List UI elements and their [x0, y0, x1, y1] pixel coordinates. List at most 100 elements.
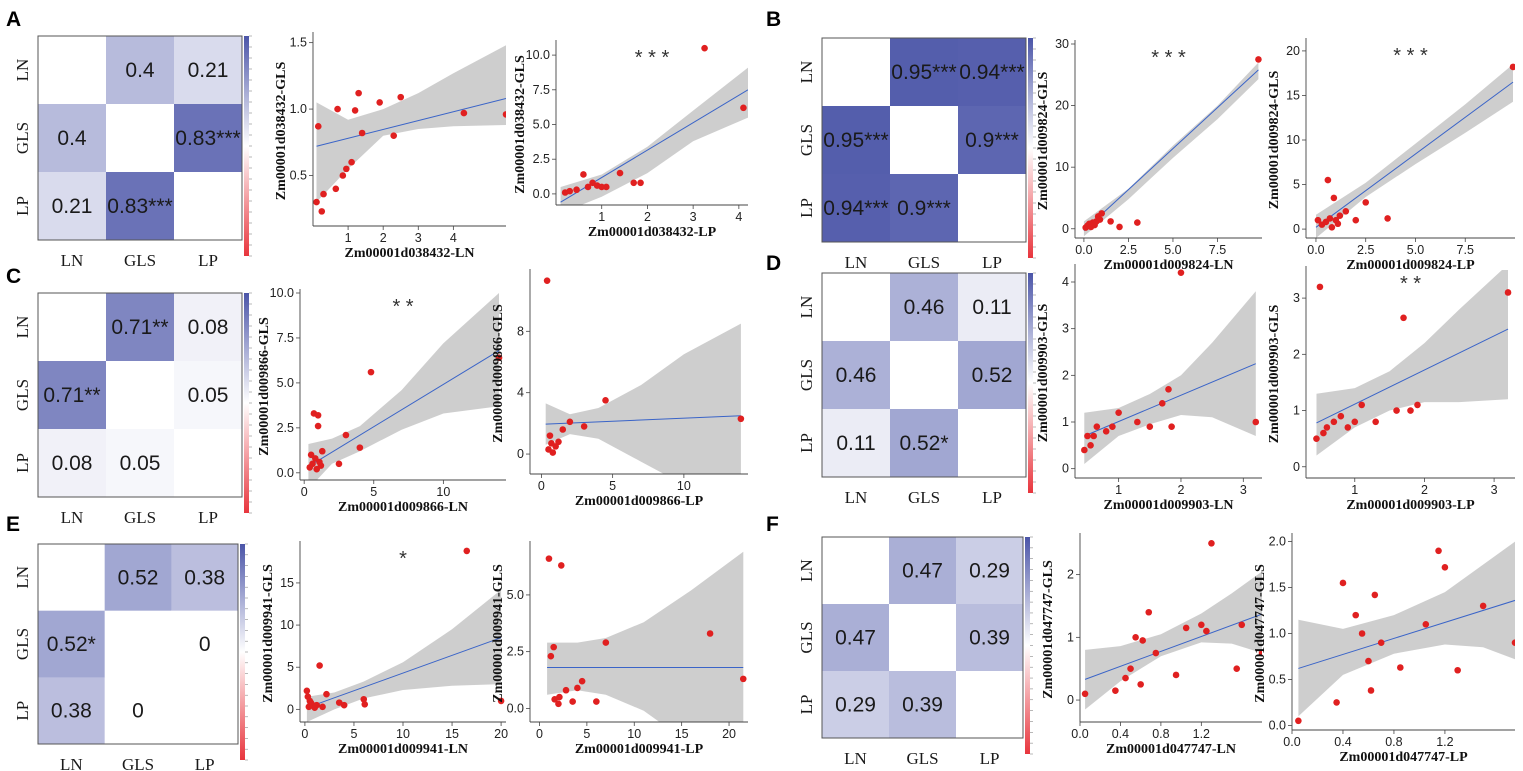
heatmap-cell: [171, 610, 239, 678]
y-axis-title: Zm00001d009866-GLS: [257, 317, 272, 456]
data-point: [1333, 699, 1340, 706]
heatmap-col-label: GLS: [908, 253, 940, 272]
data-point: [319, 703, 326, 711]
significance-label: * * *: [1151, 47, 1186, 69]
data-point: [1316, 283, 1324, 291]
data-point: [1122, 674, 1129, 682]
y-tick-label: 0: [1062, 462, 1069, 476]
heatmap-cell-value: 0.71**: [43, 384, 100, 407]
y-axis-title: Zm00001d038432-GLS: [513, 55, 528, 194]
color-scale-bar: [1025, 537, 1030, 754]
confidence-band: [547, 551, 744, 722]
data-point: [549, 449, 557, 456]
data-point: [1107, 218, 1114, 225]
regression-line: [308, 350, 500, 467]
y-tick-label: 4: [1062, 275, 1069, 289]
data-point: [1116, 223, 1123, 231]
x-tick-label: 0: [301, 485, 308, 499]
data-point: [1414, 401, 1421, 409]
x-tick-label: 4: [450, 231, 457, 245]
significance-label: * *: [392, 296, 413, 318]
x-tick-label: 1: [598, 210, 605, 224]
heatmap-cell: [958, 409, 1027, 478]
scatter-plot-ln: 1 2 3 4 0.5 1.0 1.5 Zm00001d038432-LN Zm00001d03…: [274, 32, 506, 261]
heatmap-cell: [106, 361, 175, 430]
heatmap-col-label: LP: [198, 251, 218, 270]
data-point: [497, 697, 505, 705]
data-point: [318, 208, 326, 215]
data-point: [1182, 624, 1190, 632]
heatmap-cell: [174, 293, 243, 362]
heatmap-cell-value: 0.39: [902, 694, 943, 717]
heatmap-cell: [889, 671, 957, 739]
heatmap-cell: [822, 174, 891, 243]
heatmap-row-label: GLS: [13, 122, 32, 154]
x-tick-label: 3: [415, 231, 422, 245]
heatmap-row-label: LN: [13, 59, 32, 82]
heatmap-cell-value: 0: [199, 633, 211, 656]
data-point: [1146, 423, 1154, 430]
regression-line: [316, 97, 506, 147]
heatmap-border: [37, 35, 243, 241]
heatmap-cell: [822, 106, 891, 175]
y-tick-label: 20: [1286, 44, 1300, 58]
data-point: [557, 562, 565, 569]
heatmap-cell-value: 0.52: [118, 566, 159, 589]
data-point: [1137, 681, 1144, 688]
heatmap-cell: [958, 38, 1027, 107]
data-point: [1330, 194, 1338, 202]
heatmap-col-label: GLS: [124, 508, 156, 527]
data-point: [313, 701, 320, 709]
heatmap-cell: [890, 409, 959, 478]
data-point: [1320, 429, 1327, 437]
heatmap-col-label: LN: [845, 488, 868, 507]
heatmap-border: [821, 536, 1024, 739]
y-tick-label: 10.0: [526, 48, 550, 62]
heatmap-cell-value: 0.9***: [965, 129, 1019, 152]
y-tick-label: 5.0: [277, 376, 294, 390]
x-tick-label: 1.2: [1193, 727, 1210, 741]
heatmap-cell: [38, 361, 107, 430]
data-point: [303, 687, 311, 695]
panel-label: A: [6, 8, 21, 31]
data-point: [360, 695, 368, 703]
x-tick-label: 0.8: [1152, 727, 1169, 741]
heatmap-row-label: LN: [13, 316, 32, 339]
heatmap-col-label: LP: [982, 488, 1002, 507]
x-tick-label: 3: [1240, 483, 1247, 497]
data-point: [584, 183, 592, 191]
heatmap-cell: [822, 409, 891, 478]
x-tick-label: 20: [494, 727, 508, 741]
x-tick-label: 1: [345, 231, 352, 245]
x-tick-label: 1: [1351, 483, 1358, 497]
x-axis-title: Zm00001d047747-LP: [1339, 750, 1468, 765]
data-point: [555, 700, 562, 708]
x-tick-label: 2: [644, 210, 651, 224]
data-point: [1313, 435, 1320, 442]
heatmap-cell: [174, 172, 243, 241]
x-tick-label: 5: [609, 479, 616, 493]
heatmap-border: [821, 37, 1027, 243]
data-point: [358, 129, 366, 137]
y-tick-label: 5: [287, 660, 294, 674]
data-point: [502, 111, 506, 118]
panel-label: C: [6, 265, 21, 288]
data-point: [555, 438, 562, 446]
data-point: [323, 690, 330, 698]
plot-area: [313, 45, 506, 215]
heatmap-cell-value: 0.94***: [959, 61, 1024, 84]
data-point: [545, 555, 553, 562]
confidence-band: [1298, 541, 1515, 717]
y-tick-label: 30: [1055, 37, 1069, 51]
y-axis-title: Zm00001d009941-GLS: [261, 564, 276, 703]
panel-a: A 0.4 0.21 0.4 0.83*** 0.21 0.83*** LN GLS LP LN GL…: [6, 8, 748, 270]
x-tick-label: 10: [627, 727, 641, 741]
correlation-heatmap: 0.4 0.21 0.4 0.83*** 0.21 0.83*** LN GLS LP LN GLS…: [13, 35, 252, 270]
heatmap-cell-value: 0.83***: [107, 195, 172, 218]
data-point: [598, 183, 606, 191]
scatter-plot-ln: 0 5 10 0.0 2.5 5.0 7.5 10.0 Zm00001d009866-LN Zm0…: [257, 286, 506, 515]
plot-area: [1295, 541, 1515, 725]
heatmap-cell: [38, 104, 107, 173]
confidence-band: [308, 293, 499, 480]
